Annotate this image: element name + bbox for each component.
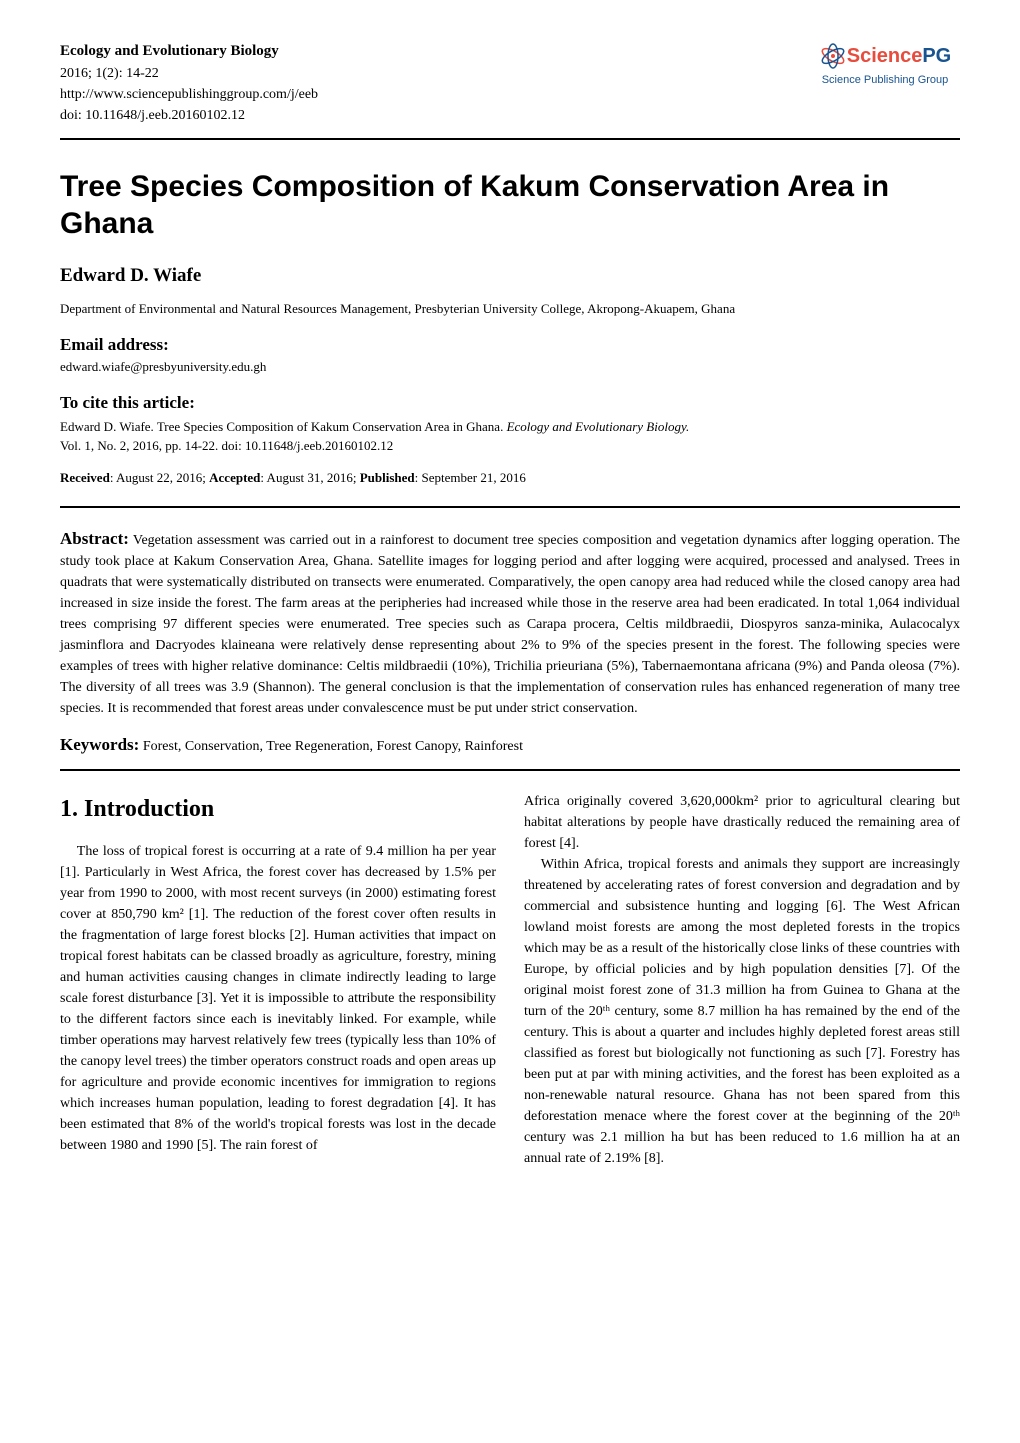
abstract-block: Abstract: Vegetation assessment was carr… — [60, 526, 960, 720]
published-date: : September 21, 2016 — [415, 470, 526, 485]
affiliation: Department of Environmental and Natural … — [60, 301, 960, 317]
abstract-text: Vegetation assessment was carried out in… — [60, 533, 960, 717]
author-name: Edward D. Wiafe — [60, 265, 960, 287]
logo-text-2: PG — [922, 45, 951, 68]
logo-icon: SciencePG — [810, 40, 960, 72]
journal-info-block: Ecology and Evolutionary Biology 2016; 1… — [60, 40, 318, 126]
intro-p2: Africa originally covered 3,620,000km² p… — [524, 791, 960, 854]
keywords-label: Keywords: — [60, 735, 139, 754]
cite-label: To cite this article: — [60, 393, 960, 413]
journal-issue: 2016; 1(2): 14-22 — [60, 63, 318, 84]
journal-name: Ecology and Evolutionary Biology — [60, 40, 318, 63]
publisher-subtitle: Science Publishing Group — [822, 74, 949, 86]
intro-p3: Within Africa, tropical forests and anim… — [524, 854, 960, 1169]
intro-heading: 1. Introduction — [60, 791, 496, 827]
body-columns: 1. Introduction The loss of tropical for… — [60, 791, 960, 1169]
citation-author: Edward D. Wiafe. Tree Species Compositio… — [60, 419, 507, 434]
received-date: : August 22, 2016; — [110, 470, 209, 485]
citation-details: Vol. 1, No. 2, 2016, pp. 14-22. doi: 10.… — [60, 438, 393, 453]
accepted-date: : August 31, 2016; — [260, 470, 359, 485]
intro-p1: The loss of tropical forest is occurring… — [60, 841, 496, 1156]
journal-doi: doi: 10.11648/j.eeb.20160102.12 — [60, 105, 318, 126]
email-address: edward.wiafe@presbyuniversity.edu.gh — [60, 359, 960, 375]
journal-url: http://www.sciencepublishinggroup.com/j/… — [60, 84, 318, 105]
publisher-logo: SciencePG Science Publishing Group — [810, 40, 960, 86]
keywords-text: Forest, Conservation, Tree Regeneration,… — [139, 739, 523, 754]
column-right: Africa originally covered 3,620,000km² p… — [524, 791, 960, 1169]
email-label: Email address: — [60, 335, 960, 355]
keywords-block: Keywords: Forest, Conservation, Tree Reg… — [60, 735, 960, 755]
logo-text-1: Science — [847, 45, 923, 68]
accepted-label: Accepted — [209, 470, 260, 485]
received-label: Received — [60, 470, 110, 485]
published-label: Published — [360, 470, 415, 485]
atom-icon — [819, 42, 847, 70]
page-header: Ecology and Evolutionary Biology 2016; 1… — [60, 40, 960, 140]
abstract-label: Abstract: — [60, 529, 129, 548]
divider-bottom — [60, 769, 960, 771]
dates-block: Received: August 22, 2016; Accepted: Aug… — [60, 470, 960, 486]
divider-top — [60, 506, 960, 508]
column-left: 1. Introduction The loss of tropical for… — [60, 791, 496, 1169]
article-title: Tree Species Composition of Kakum Conser… — [60, 168, 960, 243]
citation-journal: Ecology and Evolutionary Biology. — [507, 419, 690, 434]
citation-block: Edward D. Wiafe. Tree Species Compositio… — [60, 417, 960, 456]
